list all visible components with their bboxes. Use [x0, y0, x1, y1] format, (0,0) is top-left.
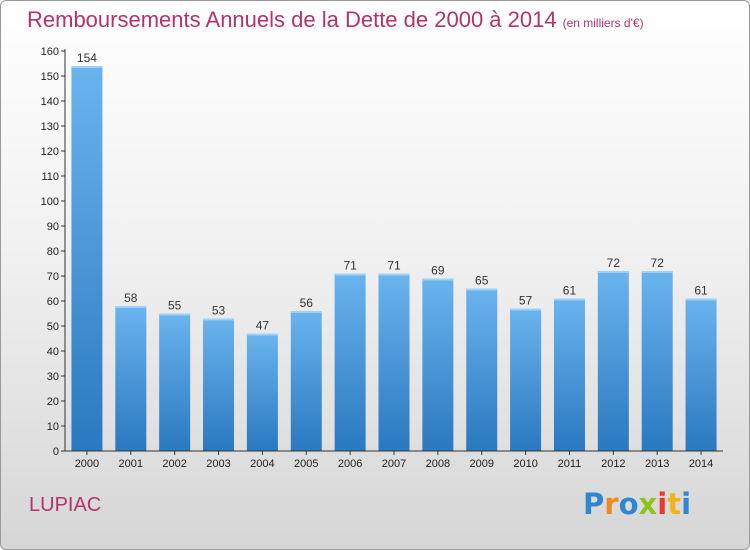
y-tick-label: 90 [47, 221, 59, 233]
bar-value-label: 71 [343, 259, 357, 273]
bar-value-label: 56 [300, 296, 314, 310]
y-tick-label: 20 [47, 396, 59, 408]
y-tick-label: 50 [47, 321, 59, 333]
x-tick-label: 2010 [513, 458, 537, 470]
bar-top-highlight [510, 308, 542, 311]
bars: 154 58 55 53 47 56 71 71 69 65 57 61 72 72 61 [71, 51, 717, 451]
bar-value-label: 61 [563, 284, 577, 298]
bar-top-highlight [334, 273, 366, 276]
bar-top-highlight [203, 318, 235, 321]
logo-letter: i [657, 487, 668, 521]
y-tick-label: 100 [41, 196, 59, 208]
bar-top-highlight [685, 298, 717, 301]
x-tick-label: 2006 [338, 458, 362, 470]
bar-value-label: 55 [168, 299, 182, 313]
bar-top-highlight [553, 298, 585, 301]
x-tick-label: 2003 [206, 458, 230, 470]
bar [246, 333, 278, 451]
commune-name: LUPIAC [29, 494, 102, 516]
y-tick-label: 80 [47, 246, 59, 258]
logo-letter: i [681, 487, 692, 521]
bar-top-highlight [290, 311, 322, 313]
bar [159, 313, 191, 451]
y-tick-label: 120 [41, 146, 59, 158]
bar-top-highlight [641, 271, 673, 273]
bar-top-highlight [71, 66, 103, 68]
logo-letter: P [583, 487, 605, 521]
bar [466, 288, 498, 451]
x-axis: 2000 2001 2002 2003 2004 2005 2006 2007 2008 2009… [65, 450, 723, 470]
x-tick-label: 2013 [645, 458, 669, 470]
logo-letter: o [618, 487, 639, 521]
bar-top-highlight [159, 313, 191, 316]
y-tick-label: 160 [41, 46, 59, 58]
y-tick-label: 30 [47, 371, 59, 383]
y-tick-label: 110 [41, 171, 59, 183]
bar-value-label: 69 [431, 264, 445, 278]
bar [290, 311, 322, 451]
chart-subtitle: (en milliers d'€) [562, 16, 644, 30]
chart-title: Remboursements Annuels de la Dette de 20… [27, 7, 644, 33]
y-tick-label: 150 [41, 71, 59, 83]
y-tick-label: 140 [41, 96, 59, 108]
bar [510, 308, 542, 451]
x-tick-label: 2001 [119, 458, 143, 470]
x-tick-label: 2008 [426, 458, 450, 470]
bar [685, 298, 717, 451]
x-tick-label: 2000 [75, 458, 99, 470]
y-tick-label: 130 [41, 121, 59, 133]
bar [641, 271, 673, 451]
x-tick-label: 2005 [294, 458, 318, 470]
bar-value-label: 72 [651, 256, 665, 270]
y-tick-label: 40 [47, 346, 59, 358]
proxiti-logo: Proxiti [583, 487, 691, 521]
y-tick-label: 10 [47, 421, 59, 433]
bar-top-highlight [115, 306, 147, 308]
x-tick-label: 2009 [469, 458, 493, 470]
bar-value-label: 57 [519, 294, 533, 308]
bar-top-highlight [246, 333, 278, 336]
bar-top-highlight [378, 273, 410, 276]
bar [115, 306, 147, 451]
x-tick-label: 2014 [689, 458, 713, 470]
bar-value-label: 58 [124, 291, 138, 305]
bar-top-highlight [422, 278, 454, 281]
bar-value-label: 71 [387, 259, 401, 273]
y-tick-label: 0 [53, 446, 59, 458]
x-tick-label: 2011 [558, 458, 582, 470]
bar-top-highlight [466, 288, 498, 291]
bar [422, 278, 454, 451]
y-axis: 0 10 20 30 40 50 60 70 80 90 100 110 120 130 140 150 160 [41, 46, 66, 458]
y-tick-label: 60 [47, 296, 59, 308]
logo-letter: t [667, 487, 682, 521]
bar [203, 318, 235, 451]
bar-value-label: 61 [694, 284, 708, 298]
logo-letter: r [604, 487, 619, 521]
bar [553, 298, 585, 451]
y-tick-label: 70 [47, 271, 59, 283]
x-tick-label: 2004 [250, 458, 274, 470]
bar-value-label: 154 [77, 51, 97, 65]
bar [597, 271, 629, 451]
bar-value-label: 65 [475, 274, 489, 288]
x-tick-label: 2007 [382, 458, 406, 470]
bar-value-label: 72 [607, 256, 621, 270]
x-tick-label: 2002 [162, 458, 186, 470]
bar-top-highlight [597, 271, 629, 273]
bar [378, 273, 410, 451]
x-tick-label: 2012 [601, 458, 625, 470]
chart-title-text: Remboursements Annuels de la Dette de 20… [27, 7, 557, 32]
bar [71, 66, 103, 451]
logo-letter: x [638, 487, 658, 521]
bar-value-label: 47 [256, 319, 270, 333]
bar-value-label: 53 [212, 304, 226, 318]
bar [334, 273, 366, 451]
